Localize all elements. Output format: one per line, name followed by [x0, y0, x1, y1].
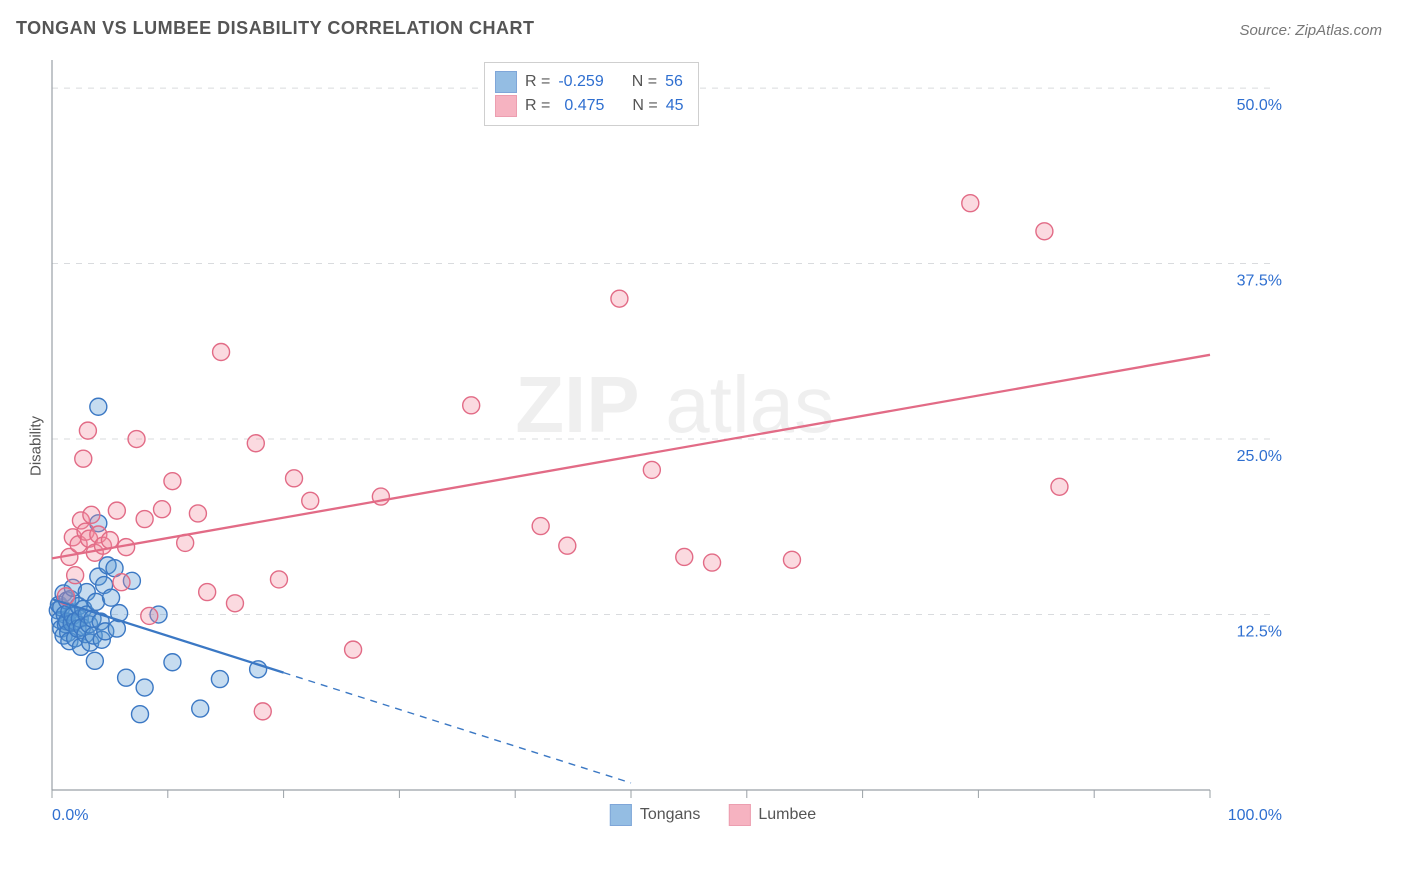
stats-legend: R = -0.259 N = 56 R = 0.475 N = 45 — [484, 62, 699, 126]
svg-text:12.5%: 12.5% — [1237, 624, 1282, 641]
source-attribution: Source: ZipAtlas.com — [1239, 22, 1382, 39]
r-value-lumbee: 0.475 — [564, 97, 604, 115]
y-axis-label: Disability — [28, 416, 45, 476]
n-label: N = — [632, 97, 657, 115]
svg-text:25.0%: 25.0% — [1237, 448, 1282, 465]
legend-item-lumbee[interactable]: Lumbee — [728, 804, 816, 826]
r-label: R = — [525, 97, 550, 115]
n-value-tongans: 56 — [665, 73, 683, 91]
swatch-tongans — [610, 804, 632, 826]
stats-legend-row-tongans: R = -0.259 N = 56 — [495, 71, 684, 93]
legend-label-lumbee: Lumbee — [758, 806, 816, 824]
n-label: N = — [632, 73, 657, 91]
svg-text:37.5%: 37.5% — [1237, 273, 1282, 290]
swatch-lumbee — [495, 95, 517, 117]
chart-title: TONGAN VS LUMBEE DISABILITY CORRELATION … — [16, 18, 535, 39]
swatch-tongans — [495, 71, 517, 93]
svg-text:0.0%: 0.0% — [52, 807, 88, 824]
series-legend: Tongans Lumbee — [610, 804, 816, 826]
r-label: R = — [525, 73, 550, 91]
svg-text:ZIP: ZIP — [515, 360, 639, 449]
svg-text:100.0%: 100.0% — [1228, 807, 1282, 824]
legend-label-tongans: Tongans — [640, 806, 701, 824]
svg-text:50.0%: 50.0% — [1237, 97, 1282, 114]
n-value-lumbee: 45 — [666, 97, 684, 115]
chart-area: 12.5%25.0%37.5%50.0%ZIPatlas0.0%100.0% R… — [44, 58, 1382, 826]
legend-item-tongans[interactable]: Tongans — [610, 804, 701, 826]
r-value-tongans: -0.259 — [558, 73, 603, 91]
swatch-lumbee — [728, 804, 750, 826]
stats-legend-row-lumbee: R = 0.475 N = 45 — [495, 95, 684, 117]
chart-svg: 12.5%25.0%37.5%50.0%ZIPatlas0.0%100.0% — [44, 58, 1378, 826]
